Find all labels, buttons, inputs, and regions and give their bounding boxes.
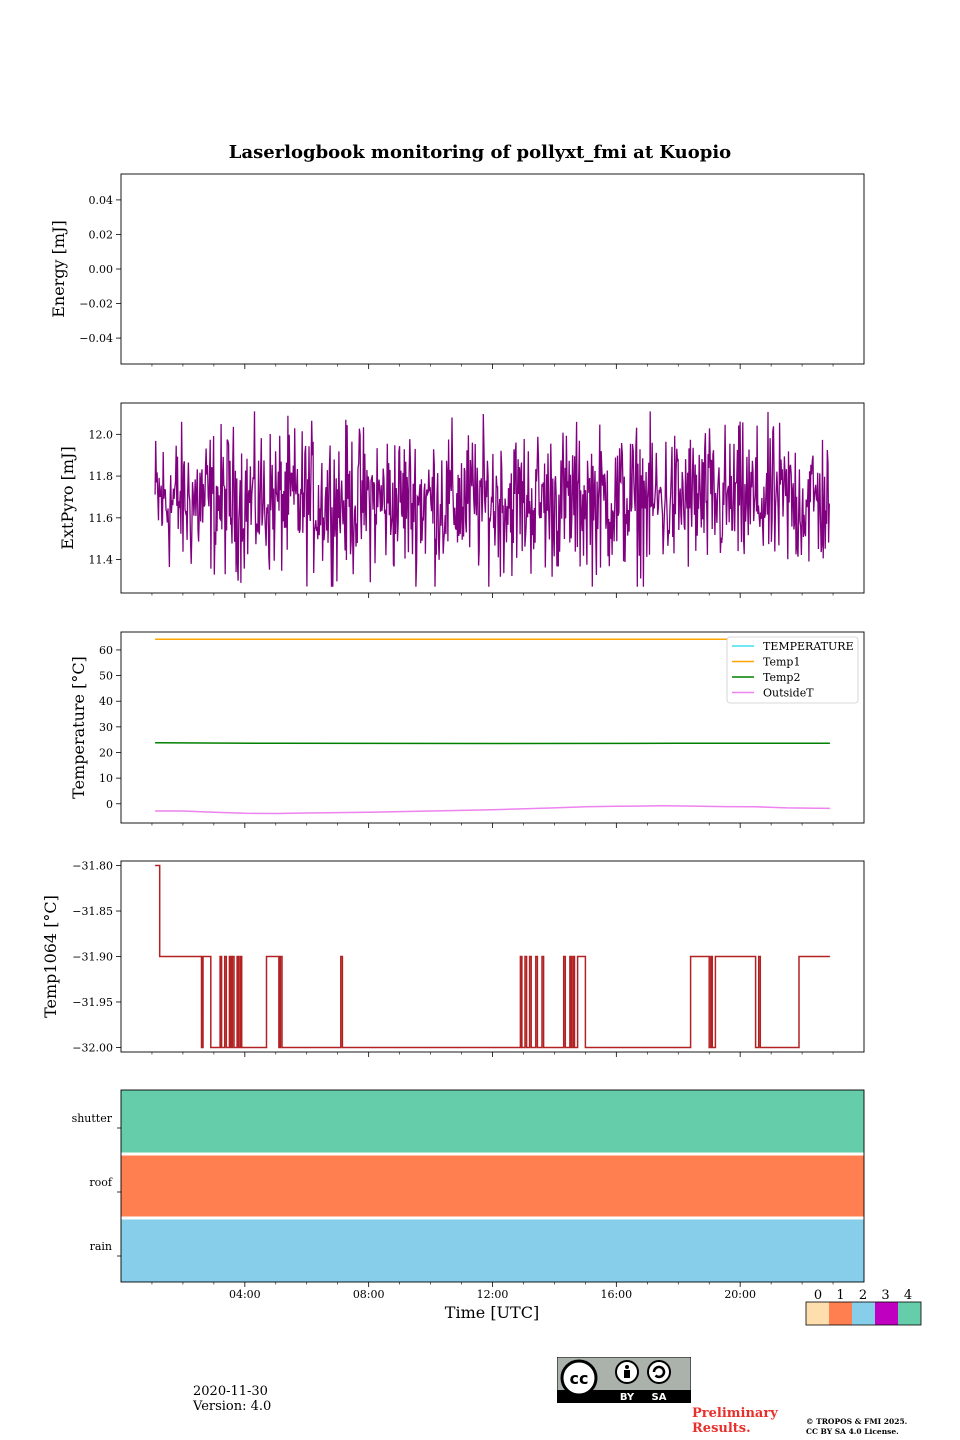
legend-entry: Temp2: [763, 671, 800, 684]
y-tick-label: 0.00: [89, 263, 114, 276]
x-tick-label: 04:00: [229, 1288, 261, 1301]
copyright-note: © TROPOS & FMI 2025. CC BY SA 4.0 Licens…: [806, 1417, 907, 1437]
y-tick-label: 0.04: [89, 194, 114, 207]
y-axis-label: Energy [mJ]: [49, 220, 68, 318]
colorbar-frame: [805, 1301, 922, 1326]
colorbar-label: 2: [859, 1288, 867, 1303]
y-tick-label: 11.6: [89, 512, 114, 525]
colorbar-cell: [875, 1302, 898, 1325]
y-tick-label: 0.02: [89, 228, 114, 241]
legend-entry: TEMPERATURE: [763, 640, 854, 653]
colorbar-cell: [806, 1302, 829, 1325]
y-tick-label: −31.80: [72, 860, 113, 873]
svg-text:cc: cc: [570, 1369, 589, 1388]
panel-temperature: Temperature [°C] 60 50 40 30 20 10 0 TEMPERATURE…: [69, 631, 865, 828]
colorbar-cell: [898, 1302, 921, 1325]
colorbar-label: 1: [836, 1288, 844, 1303]
chart-title: Laserlogbook monitoring of pollyxt_fmi a…: [229, 142, 731, 163]
y-tick-label: 11.8: [89, 470, 114, 483]
y-axis-label: Temperature [°C]: [69, 656, 88, 799]
row-label: rain: [90, 1240, 112, 1253]
panel-energy: Energy [mJ] 0.04 0.02 0.00 −0.02 −0.04: [49, 173, 865, 369]
series-extpyro: [154, 411, 830, 587]
colorbar-label: 0: [814, 1288, 822, 1303]
footer-date-block: 2020-11-30 Version: 4.0: [193, 1384, 271, 1414]
y-tick-label: 11.4: [89, 554, 114, 567]
y-axis-label: Temp1064 [°C]: [41, 895, 60, 1018]
row-label: roof: [89, 1176, 113, 1189]
y-axis-label: ExtPyro [mJ]: [58, 446, 77, 549]
colorbar-cell: [829, 1302, 852, 1325]
y-tick-label: −0.02: [79, 298, 113, 311]
y-tick-label: 60: [99, 644, 113, 657]
panel-extpyro: ExtPyro [mJ] 12.0 11.8 11.6 11.4: [58, 402, 865, 598]
panel-temp1064: Temp1064 [°C] −31.80 −31.85 −31.90 −31.95 −32…: [41, 860, 865, 1057]
y-tick-label: 40: [99, 695, 113, 708]
x-tick-label: 12:00: [477, 1288, 509, 1301]
y-tick-label: 0: [106, 798, 113, 811]
colorbar-label: 4: [904, 1288, 912, 1303]
series-temp2: [155, 742, 830, 745]
copyright-line-2: CC BY SA 4.0 License.: [806, 1427, 899, 1436]
y-tick-label: 20: [99, 746, 113, 759]
y-tick-label: −31.95: [72, 996, 113, 1009]
x-axis-label: Time [UTC]: [445, 1303, 539, 1322]
panels: Energy [mJ] 0.04 0.02 0.00 −0.02 −0.04 ExtPyro…: [41, 173, 922, 1326]
status-band-shutter: [121, 1090, 864, 1154]
colorbar-label: 3: [881, 1288, 889, 1303]
legend: TEMPERATURE Temp1 Temp2 OutsideT: [726, 636, 859, 704]
x-tick-label: 20:00: [724, 1288, 756, 1301]
legend-entry: Temp1: [763, 656, 800, 669]
series-temp1064: [155, 864, 830, 1049]
row-label: shutter: [72, 1112, 113, 1125]
cc-by-sa-icon: cc BY SA: [556, 1356, 692, 1404]
y-tick-label: 50: [99, 670, 113, 683]
y-tick-label: 10: [99, 772, 113, 785]
x-tick-label: 08:00: [353, 1288, 385, 1301]
y-tick-label: −0.04: [79, 332, 113, 345]
x-tick-label: 16:00: [600, 1288, 632, 1301]
y-tick-label: 30: [99, 721, 113, 734]
legend-box: [726, 636, 859, 704]
license-by: BY: [620, 1392, 635, 1403]
panel-status: shutter roof rain 04:00 08:00 12:00 16:00 20:00…: [72, 1089, 865, 1322]
y-tick-label: −32.00: [72, 1041, 113, 1054]
y-tick-label: −31.85: [72, 905, 113, 918]
footer-version: Version: 4.0: [193, 1399, 272, 1414]
colorbar-cell: [852, 1302, 875, 1325]
y-tick-label: −31.90: [72, 951, 113, 964]
plot-frame: [120, 173, 865, 365]
preliminary-text: Preliminary Results.: [692, 1406, 778, 1436]
status-band-roof: [121, 1154, 864, 1218]
license-sa: SA: [652, 1392, 667, 1403]
preliminary-note: Preliminary Results.: [692, 1406, 782, 1436]
footer-date: 2020-11-30: [193, 1384, 268, 1399]
status-band-rain: [121, 1218, 864, 1282]
y-tick-label: 12.0: [89, 428, 114, 441]
copyright-line-1: © TROPOS & FMI 2025.: [806, 1417, 908, 1426]
series-outsidet: [155, 805, 830, 815]
legend-entry: OutsideT: [763, 687, 814, 700]
